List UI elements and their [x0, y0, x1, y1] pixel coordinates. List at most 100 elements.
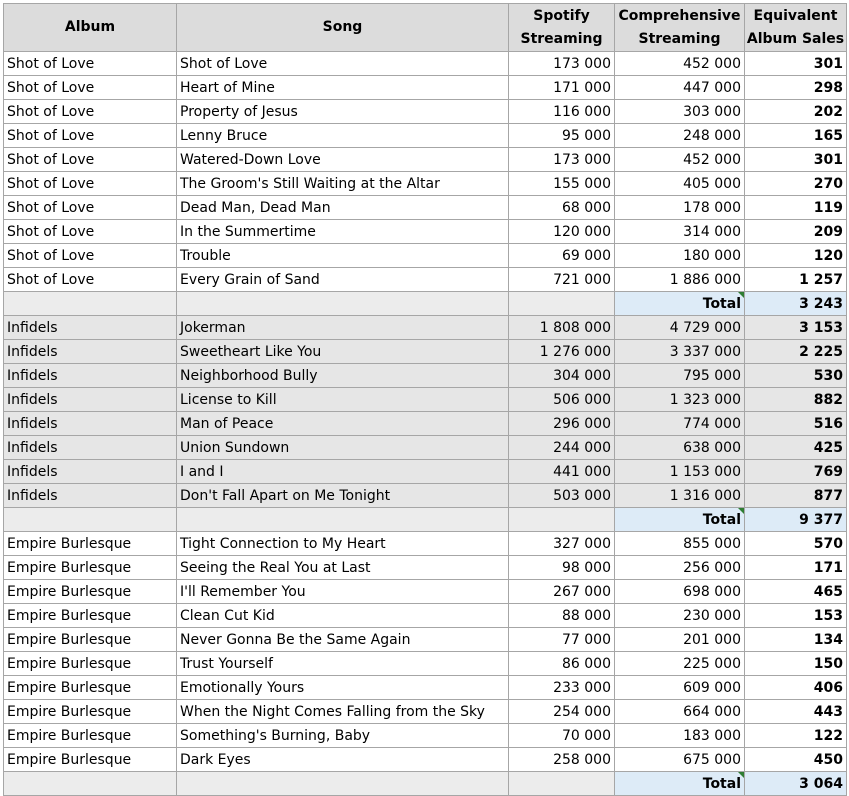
spotify-streaming-cell[interactable]: 721 000: [508, 267, 615, 292]
comprehensive-streaming-cell[interactable]: 225 000: [614, 651, 745, 676]
song-cell[interactable]: Watered-Down Love: [176, 147, 509, 172]
spotify-streaming-cell[interactable]: 68 000: [508, 195, 615, 220]
album-cell[interactable]: Empire Burlesque: [3, 531, 177, 556]
comprehensive-streaming-cell[interactable]: 452 000: [614, 51, 745, 76]
album-cell[interactable]: Infidels: [3, 483, 177, 508]
song-cell[interactable]: Something's Burning, Baby: [176, 723, 509, 748]
comprehensive-streaming-cell[interactable]: 1 316 000: [614, 483, 745, 508]
equivalent-album-sales-cell[interactable]: 202: [744, 99, 847, 124]
equivalent-album-sales-cell[interactable]: 530: [744, 363, 847, 388]
comprehensive-streaming-cell[interactable]: 183 000: [614, 723, 745, 748]
album-cell[interactable]: Empire Burlesque: [3, 675, 177, 700]
spotify-streaming-cell[interactable]: 173 000: [508, 147, 615, 172]
comprehensive-streaming-cell[interactable]: 447 000: [614, 75, 745, 100]
album-cell[interactable]: Shot of Love: [3, 123, 177, 148]
comprehensive-streaming-cell[interactable]: 314 000: [614, 219, 745, 244]
equivalent-album-sales-cell[interactable]: 570: [744, 531, 847, 556]
equivalent-album-sales-cell[interactable]: 171: [744, 555, 847, 580]
equivalent-album-sales-cell[interactable]: 406: [744, 675, 847, 700]
song-cell[interactable]: Never Gonna Be the Same Again: [176, 627, 509, 652]
equivalent-album-sales-cell[interactable]: 150: [744, 651, 847, 676]
comprehensive-streaming-cell[interactable]: 855 000: [614, 531, 745, 556]
album-cell[interactable]: Shot of Love: [3, 267, 177, 292]
comprehensive-streaming-cell[interactable]: 248 000: [614, 123, 745, 148]
song-cell[interactable]: Shot of Love: [176, 51, 509, 76]
song-cell[interactable]: In the Summertime: [176, 219, 509, 244]
comprehensive-streaming-cell[interactable]: 405 000: [614, 171, 745, 196]
empty-cell[interactable]: [176, 291, 509, 316]
comprehensive-streaming-cell[interactable]: 795 000: [614, 363, 745, 388]
equivalent-album-sales-cell[interactable]: 769: [744, 459, 847, 484]
album-cell[interactable]: Infidels: [3, 411, 177, 436]
comprehensive-streaming-cell[interactable]: 1 886 000: [614, 267, 745, 292]
spotify-streaming-cell[interactable]: 441 000: [508, 459, 615, 484]
empty-cell[interactable]: [508, 291, 615, 316]
song-cell[interactable]: Seeing the Real You at Last: [176, 555, 509, 580]
comprehensive-streaming-cell[interactable]: 1 323 000: [614, 387, 745, 412]
spotify-streaming-cell[interactable]: 254 000: [508, 699, 615, 724]
song-cell[interactable]: Don't Fall Apart on Me Tonight: [176, 483, 509, 508]
equivalent-album-sales-cell[interactable]: 301: [744, 51, 847, 76]
equivalent-album-sales-cell[interactable]: 134: [744, 627, 847, 652]
spotify-streaming-cell[interactable]: 258 000: [508, 747, 615, 772]
song-cell[interactable]: Property of Jesus: [176, 99, 509, 124]
album-cell[interactable]: Infidels: [3, 435, 177, 460]
song-cell[interactable]: I and I: [176, 459, 509, 484]
total-value-cell[interactable]: 3 243: [744, 291, 847, 316]
song-cell[interactable]: Lenny Bruce: [176, 123, 509, 148]
song-cell[interactable]: Clean Cut Kid: [176, 603, 509, 628]
album-cell[interactable]: Empire Burlesque: [3, 723, 177, 748]
empty-cell[interactable]: [508, 771, 615, 796]
spotify-streaming-cell[interactable]: 77 000: [508, 627, 615, 652]
spotify-streaming-cell[interactable]: 503 000: [508, 483, 615, 508]
spotify-streaming-cell[interactable]: 506 000: [508, 387, 615, 412]
comprehensive-streaming-cell[interactable]: 178 000: [614, 195, 745, 220]
comprehensive-streaming-cell[interactable]: 609 000: [614, 675, 745, 700]
song-cell[interactable]: Emotionally Yours: [176, 675, 509, 700]
song-cell[interactable]: Jokerman: [176, 315, 509, 340]
equivalent-album-sales-cell[interactable]: 1 257: [744, 267, 847, 292]
song-cell[interactable]: Union Sundown: [176, 435, 509, 460]
comprehensive-streaming-cell[interactable]: 201 000: [614, 627, 745, 652]
equivalent-album-sales-cell[interactable]: 119: [744, 195, 847, 220]
song-cell[interactable]: I'll Remember You: [176, 579, 509, 604]
equivalent-album-sales-cell[interactable]: 2 225: [744, 339, 847, 364]
song-cell[interactable]: Heart of Mine: [176, 75, 509, 100]
album-cell[interactable]: Empire Burlesque: [3, 555, 177, 580]
spotify-streaming-cell[interactable]: 1 276 000: [508, 339, 615, 364]
spotify-streaming-cell[interactable]: 173 000: [508, 51, 615, 76]
comprehensive-streaming-cell[interactable]: 3 337 000: [614, 339, 745, 364]
album-column-header[interactable]: Album: [3, 3, 177, 52]
empty-cell[interactable]: [176, 771, 509, 796]
equivalent-album-sales-cell[interactable]: 443: [744, 699, 847, 724]
equivalent-album-sales-cell[interactable]: 301: [744, 147, 847, 172]
song-cell[interactable]: The Groom's Still Waiting at the Altar: [176, 171, 509, 196]
empty-cell[interactable]: [3, 507, 177, 532]
equivalent-album-sales-cell[interactable]: 165: [744, 123, 847, 148]
album-cell[interactable]: Empire Burlesque: [3, 627, 177, 652]
equivalent-album-sales-cell[interactable]: 882: [744, 387, 847, 412]
album-cell[interactable]: Empire Burlesque: [3, 747, 177, 772]
total-value-cell[interactable]: 9 377: [744, 507, 847, 532]
spotify-streaming-cell[interactable]: 155 000: [508, 171, 615, 196]
comprehensive-streaming-cell[interactable]: 675 000: [614, 747, 745, 772]
song-cell[interactable]: Sweetheart Like You: [176, 339, 509, 364]
equivalent-album-sales-cell[interactable]: 425: [744, 435, 847, 460]
comprehensive-streaming-cell[interactable]: 4 729 000: [614, 315, 745, 340]
song-cell[interactable]: Every Grain of Sand: [176, 267, 509, 292]
comprehensive-streaming-column-header[interactable]: Comprehensive Streaming: [614, 3, 745, 52]
album-cell[interactable]: Shot of Love: [3, 195, 177, 220]
equivalent-album-sales-cell[interactable]: 877: [744, 483, 847, 508]
comprehensive-streaming-cell[interactable]: 180 000: [614, 243, 745, 268]
album-cell[interactable]: Infidels: [3, 387, 177, 412]
spotify-streaming-cell[interactable]: 98 000: [508, 555, 615, 580]
album-cell[interactable]: Shot of Love: [3, 99, 177, 124]
album-cell[interactable]: Shot of Love: [3, 243, 177, 268]
song-cell[interactable]: Man of Peace: [176, 411, 509, 436]
comprehensive-streaming-cell[interactable]: 698 000: [614, 579, 745, 604]
album-cell[interactable]: Empire Burlesque: [3, 651, 177, 676]
equivalent-album-sales-cell[interactable]: 298: [744, 75, 847, 100]
song-cell[interactable]: When the Night Comes Falling from the Sk…: [176, 699, 509, 724]
equivalent-album-sales-cell[interactable]: 465: [744, 579, 847, 604]
equivalent-album-sales-column-header[interactable]: Equivalent Album Sales: [744, 3, 847, 52]
